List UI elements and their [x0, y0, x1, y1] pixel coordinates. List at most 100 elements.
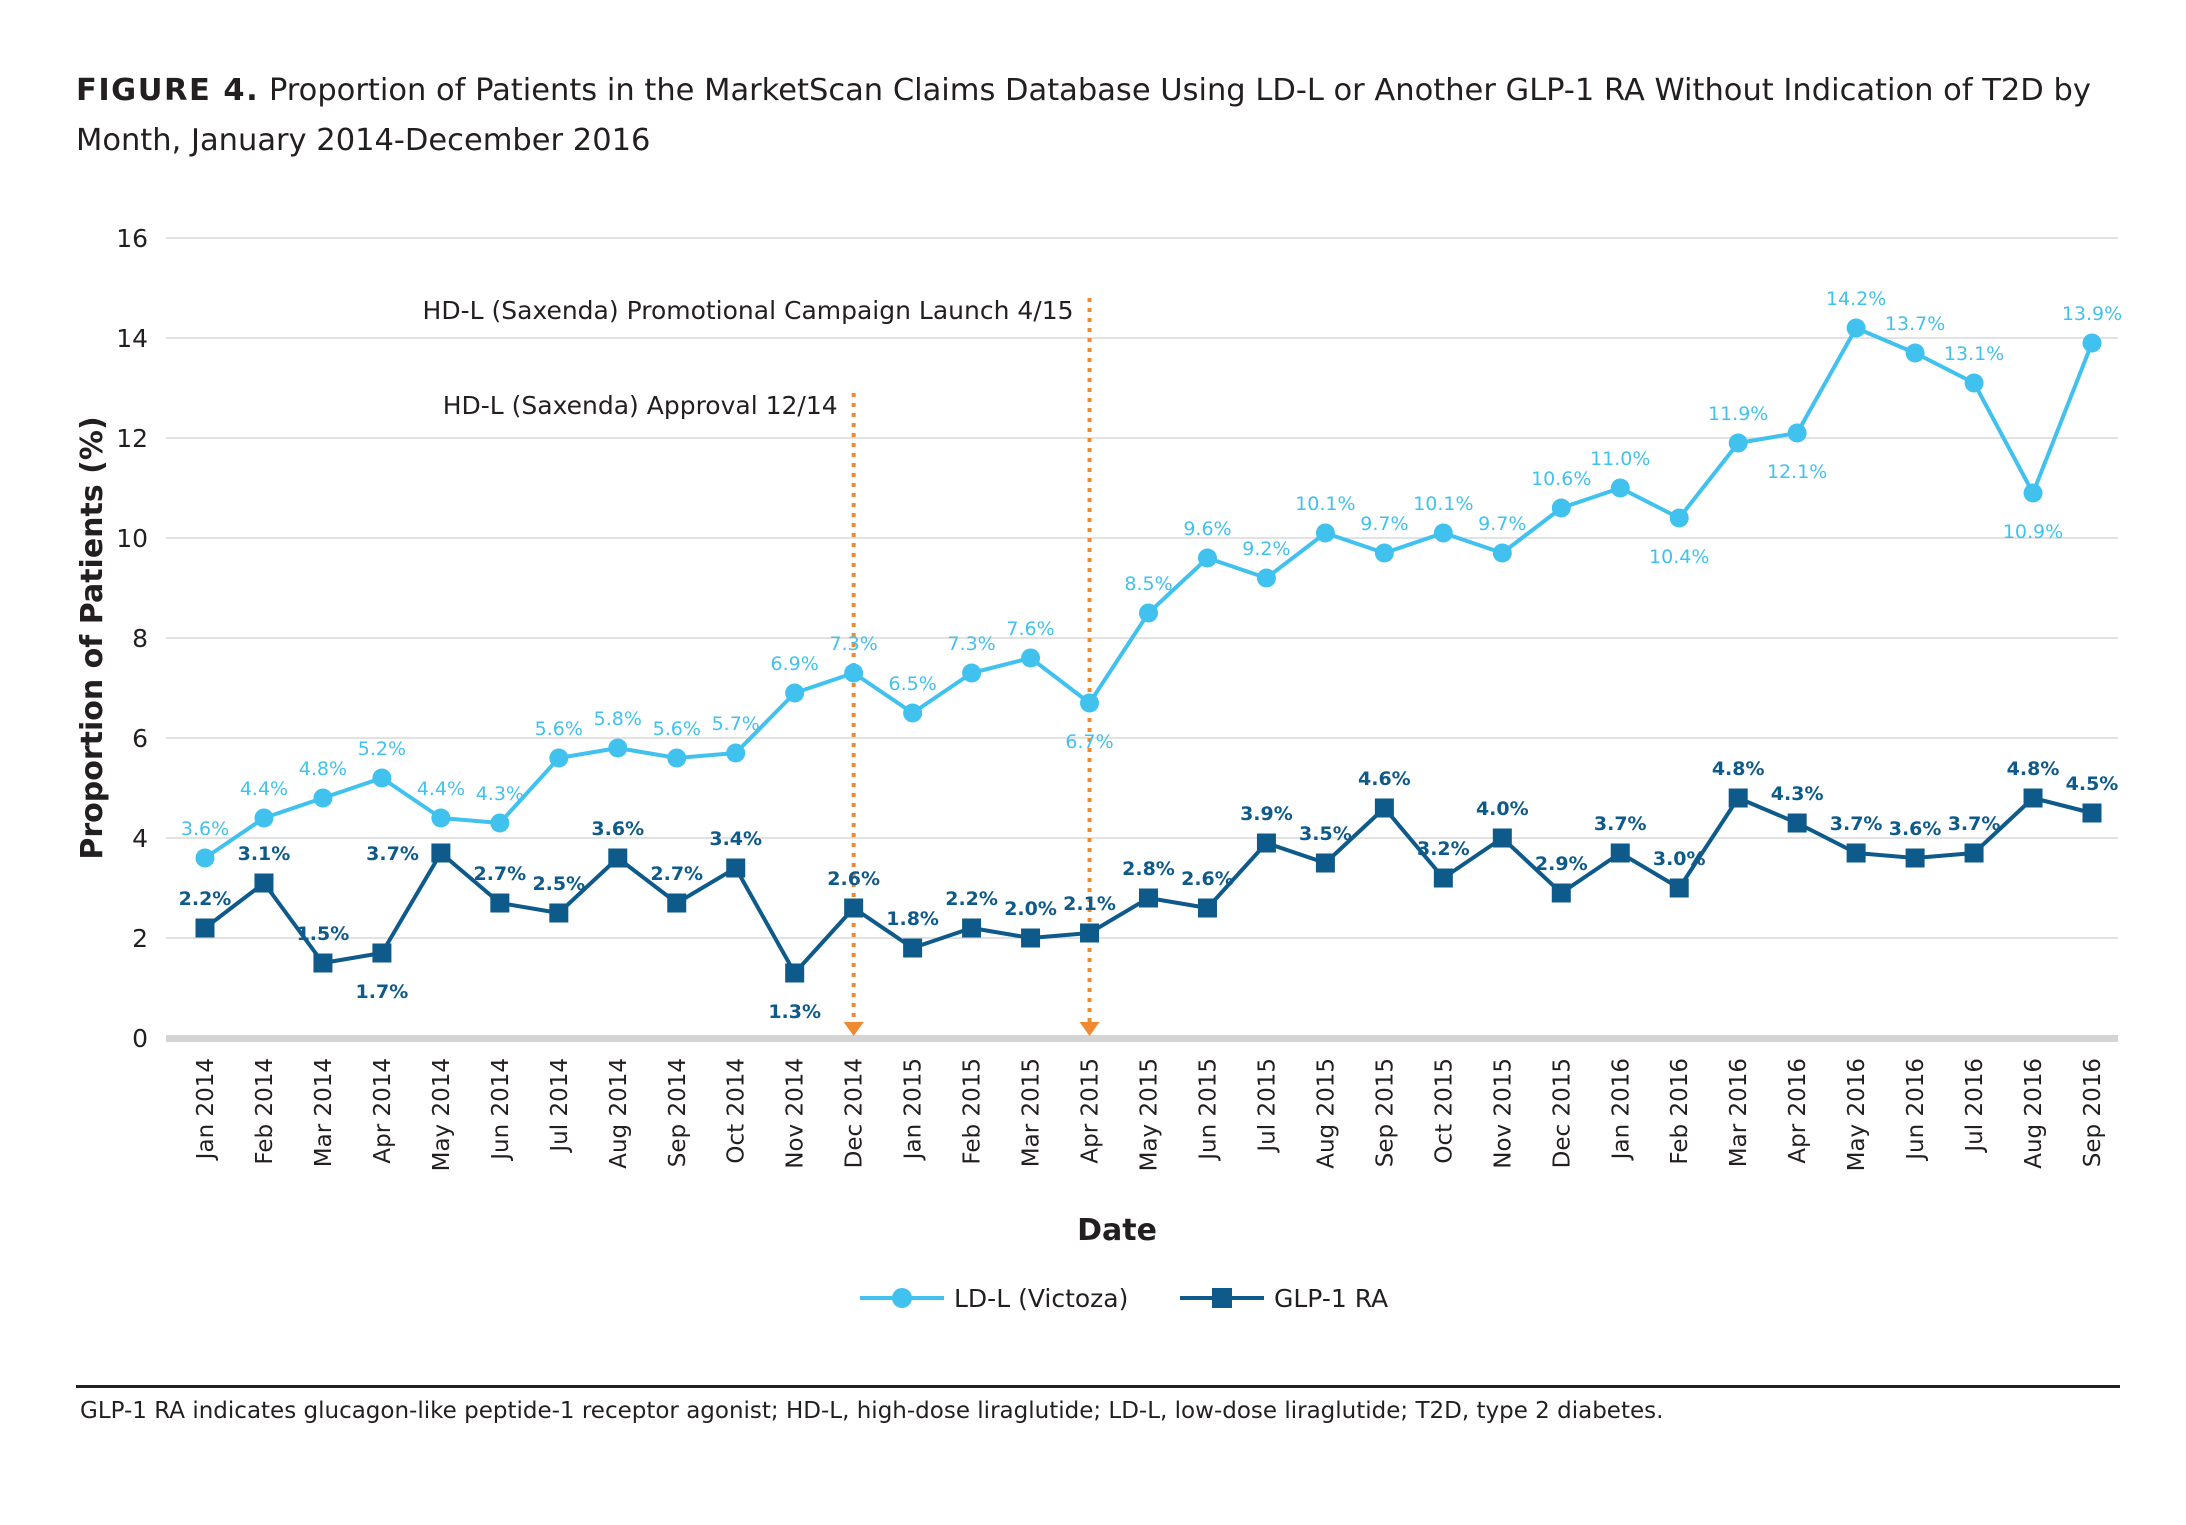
ldl-point [1139, 603, 1158, 623]
glp1-data-label: 3.6% [591, 818, 644, 840]
glp1-point [785, 963, 805, 983]
footnote-divider [76, 1385, 2120, 1388]
glp1-data-label: 1.8% [886, 908, 939, 930]
glp1-data-label: 4.3% [1771, 783, 1824, 805]
glp1-data-label: 3.4% [709, 828, 762, 850]
ldl-data-label: 4.3% [476, 783, 524, 805]
ldl-data-label: 10.1% [1413, 493, 1473, 515]
ldl-point [1610, 478, 1630, 498]
y-tick-label: 2 [132, 924, 148, 953]
glp1-data-label: 3.1% [238, 843, 291, 865]
ldl-data-label: 12.1% [1767, 461, 1827, 483]
glp1-point [2023, 788, 2043, 808]
glp1-data-label: 2.0% [1004, 898, 1057, 920]
glp1-data-label: 2.9% [1535, 853, 1588, 875]
glp1-point [372, 943, 392, 963]
ldl-data-label: 7.3% [830, 633, 878, 655]
ldl-data-label: 6.9% [771, 653, 819, 675]
x-tick-label: Sep 2016 [2080, 1058, 2106, 1167]
x-tick-label: Dec 2015 [1549, 1058, 1575, 1168]
ldl-data-label: 9.7% [1360, 513, 1408, 535]
glp1-point [1139, 888, 1158, 908]
glp1-point [1021, 928, 1041, 948]
annotation-arrow [843, 1022, 864, 1036]
ldl-point [1315, 523, 1335, 543]
ldl-data-label: 5.6% [653, 718, 701, 740]
glp1-data-label: 3.7% [1830, 813, 1883, 835]
glp1-data-label: 3.7% [366, 843, 419, 865]
x-tick-label: Feb 2016 [1667, 1058, 1693, 1165]
glp1-point [1256, 833, 1276, 853]
x-tick-label: Feb 2014 [252, 1058, 278, 1165]
y-tick-label: 12 [116, 424, 148, 453]
ldl-data-label: 7.3% [947, 633, 995, 655]
ldl-data-label: 3.6% [181, 818, 229, 840]
ldl-data-label: 5.7% [712, 713, 760, 735]
glp1-point [1492, 828, 1512, 848]
glp1-point [1610, 843, 1630, 863]
ldl-point [1492, 543, 1512, 563]
ldl-data-label: 9.2% [1242, 538, 1290, 560]
glp1-data-label: 2.2% [945, 888, 998, 910]
glp1-point [195, 918, 215, 938]
x-tick-label: Jul 2015 [1254, 1058, 1280, 1154]
glp1-point [1197, 898, 1217, 918]
glp1-data-label: 3.5% [1299, 823, 1352, 845]
glp1-data-label: 4.6% [1358, 768, 1411, 790]
glp1-data-label: 2.7% [650, 863, 703, 885]
ldl-point [844, 663, 864, 683]
x-tick-label: Feb 2015 [960, 1058, 986, 1165]
glp1-point [549, 903, 569, 923]
y-tick-label: 14 [116, 324, 148, 353]
glp1-point [313, 953, 333, 973]
chart-legend: LD-L (Victoza) GLP-1 RA [0, 1278, 2186, 1326]
glp1-data-label: 2.6% [1181, 868, 1234, 890]
ldl-data-label: 6.7% [1065, 731, 1113, 753]
annotation-campaign-label: HD-L (Saxenda) Promotional Campaign Laun… [423, 296, 1074, 325]
glp1-data-label: 3.6% [1889, 818, 1942, 840]
ldl-point [608, 738, 628, 758]
x-tick-label: Aug 2015 [1313, 1058, 1339, 1169]
ldl-point [1080, 693, 1100, 713]
glp1-point [490, 893, 510, 913]
glp1-point [1964, 843, 1984, 863]
glp1-data-label: 1.5% [297, 923, 350, 945]
glp1-point [1787, 813, 1807, 833]
x-tick-label: Nov 2014 [783, 1058, 809, 1169]
ldl-data-label: 11.9% [1708, 403, 1768, 425]
legend-label-ldl: LD-L (Victoza) [954, 1283, 1129, 1313]
glp1-data-label: 3.7% [1594, 813, 1647, 835]
glp1-point [2082, 803, 2102, 823]
ldl-point [1669, 508, 1689, 528]
ldl-point [1551, 498, 1571, 518]
ldl-data-label: 9.7% [1478, 513, 1526, 535]
glp1-point [1669, 878, 1689, 898]
x-tick-label: Apr 2015 [1078, 1058, 1104, 1164]
ldl-data-label: 5.2% [358, 738, 406, 760]
x-tick-label: Jun 2015 [1195, 1058, 1221, 1162]
glp1-data-label: 2.7% [473, 863, 526, 885]
x-axis-line [166, 1035, 2118, 1042]
ldl-data-label: 10.6% [1531, 468, 1591, 490]
x-tick-label: May 2014 [429, 1058, 455, 1171]
ldl-point [726, 743, 746, 763]
glp1-point [1846, 843, 1866, 863]
footnote: GLP-1 RA indicates glucagon-like peptide… [80, 1398, 1664, 1424]
y-axis-title: Proportion of Patients (%) [75, 416, 110, 859]
glp1-point [254, 873, 274, 893]
ldl-point [431, 808, 451, 828]
glp1-data-label: 4.8% [1712, 758, 1765, 780]
x-tick-label: Aug 2014 [606, 1058, 632, 1169]
legend-swatch-ldl [860, 1278, 944, 1318]
x-axis-title: Date [1077, 1213, 1157, 1248]
glp1-data-label: 1.7% [356, 981, 409, 1003]
ldl-point [962, 663, 982, 683]
glp1-data-label: 2.6% [827, 868, 880, 890]
glp1-point [431, 843, 451, 863]
glp1-point [1433, 868, 1453, 888]
ldl-point [195, 848, 215, 868]
glp1-data-label: 4.0% [1476, 798, 1529, 820]
y-tick-label: 4 [132, 824, 148, 853]
y-tick-label: 6 [132, 724, 148, 753]
glp1-data-label: 4.8% [2007, 758, 2060, 780]
